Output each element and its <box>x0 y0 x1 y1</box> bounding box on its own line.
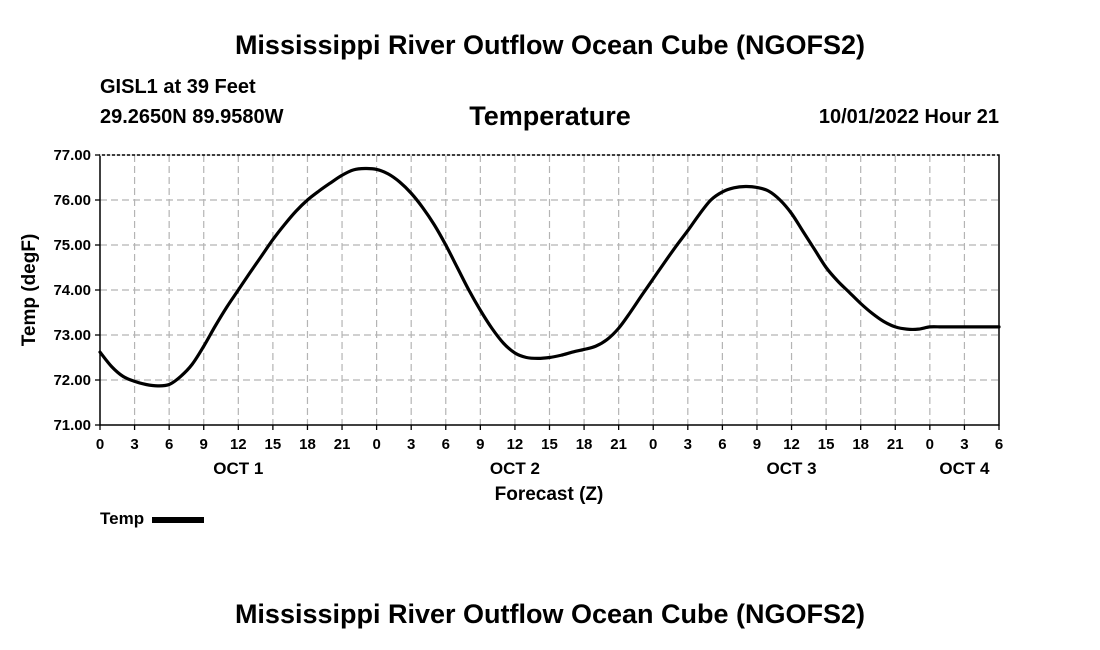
y-tick-label: 74.00 <box>53 282 91 299</box>
x-tick-label: 6 <box>442 436 450 453</box>
day-label: OCT 4 <box>939 459 990 478</box>
station-label: GISL1 at 39 Feet <box>100 76 256 98</box>
y-tick-label: 72.00 <box>53 372 91 389</box>
y-tick-label: 76.00 <box>53 192 91 209</box>
x-tick-label: 12 <box>507 436 524 453</box>
temperature-chart: 0 3 6 9 12 15 18 21 0 3 6 9 12 15 18 21 0 3 6 9 12 15 18 21 0 3 6 … <box>19 147 1003 505</box>
x-tick-label: 0 <box>926 436 934 453</box>
grid-lines <box>100 155 999 425</box>
x-tick-label: 9 <box>200 436 208 453</box>
legend: Temp <box>100 509 205 529</box>
forecast-datetime: 10/01/2022 Hour 21 <box>818 106 999 128</box>
chart-subtitle: Temperature <box>469 101 631 131</box>
x-tick-label: 3 <box>407 436 415 453</box>
chart-title: Mississippi River Outflow Ocean Cube (NG… <box>234 30 866 60</box>
x-tick-label: 18 <box>576 436 593 453</box>
x-tick-label: 3 <box>130 436 138 453</box>
station-coordinates: 29.2650N 89.9580W <box>100 106 284 128</box>
x-tick-label: 6 <box>995 436 1003 453</box>
x-axis-label: Forecast (Z) <box>495 484 604 505</box>
x-tick-label: 3 <box>960 436 968 453</box>
y-tick-label: 77.00 <box>53 147 91 164</box>
legend-swatch <box>152 517 205 523</box>
x-tick-label: 12 <box>230 436 247 453</box>
footer-title: Mississippi River Outflow Ocean Cube (NG… <box>234 599 866 629</box>
temp-series-line <box>98 166 1001 388</box>
x-tick-label: 21 <box>334 436 351 453</box>
day-label: OCT 1 <box>213 459 263 478</box>
x-tick-label: 18 <box>299 436 316 453</box>
y-tick-label: 73.00 <box>53 327 91 344</box>
y-tick-label: 71.00 <box>53 417 91 434</box>
day-labels: OCT 1 OCT 2 OCT 3 OCT 4 <box>213 459 990 478</box>
x-tick-label: 15 <box>818 436 835 453</box>
x-tick-label: 21 <box>610 436 627 453</box>
x-tick-label: 0 <box>649 436 657 453</box>
y-tick-label: 75.00 <box>53 237 91 254</box>
x-tick-label: 18 <box>852 436 869 453</box>
x-tick-label: 9 <box>476 436 484 453</box>
x-axis: 0 3 6 9 12 15 18 21 0 3 6 9 12 15 18 21 0 3 6 9 12 15 18 21 0 3 6 <box>96 425 1003 453</box>
x-tick-label: 3 <box>684 436 692 453</box>
x-tick-label: 0 <box>96 436 104 453</box>
x-tick-label: 6 <box>165 436 173 453</box>
x-tick-label: 15 <box>541 436 558 453</box>
x-tick-label: 0 <box>372 436 380 453</box>
x-tick-label: 21 <box>887 436 904 453</box>
day-label: OCT 3 <box>767 459 817 478</box>
y-axis: 71.00 72.00 73.00 74.00 75.00 76.00 77.00 <box>53 147 100 434</box>
day-label: OCT 2 <box>490 459 540 478</box>
legend-label: Temp <box>100 509 145 528</box>
x-tick-label: 12 <box>783 436 800 453</box>
x-tick-label: 15 <box>265 436 282 453</box>
x-tick-label: 9 <box>753 436 761 453</box>
y-axis-label: Temp (degF) <box>19 234 40 347</box>
x-tick-label: 6 <box>718 436 726 453</box>
